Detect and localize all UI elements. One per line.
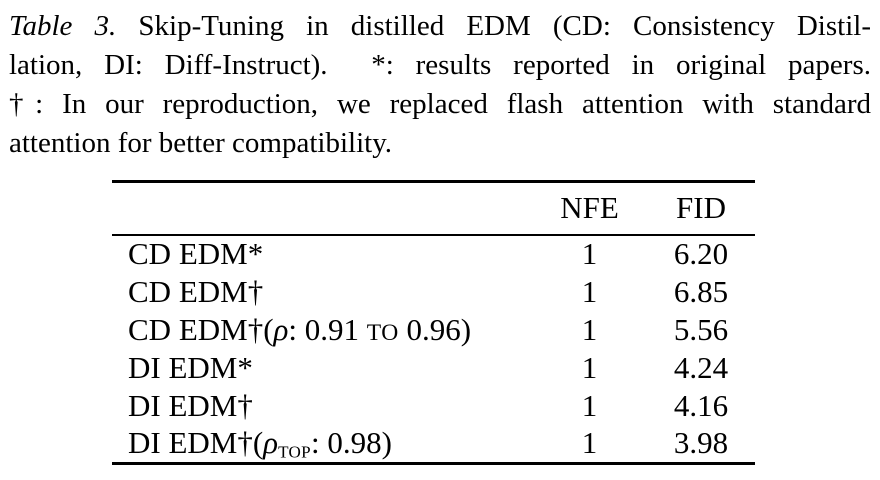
- method-cell: CD EDM*: [112, 235, 532, 273]
- text-segment: Skip-Tuning in distilled EDM (CD: Consis…: [116, 10, 871, 42]
- text-segment: lation, DI: Diff-Instruct). *: results r…: [9, 49, 871, 81]
- text-segment: DI EDM†: [128, 387, 253, 423]
- table-row: DI EDM† 1 4.16: [112, 387, 755, 425]
- text-segment: top: [278, 441, 311, 461]
- text-segment: ρ: [273, 311, 289, 347]
- nfe-cell: 1: [581, 387, 598, 423]
- header-row: NFE FID: [112, 182, 755, 235]
- text-segment: Table 3.: [9, 10, 117, 42]
- nfe-cell: 1: [581, 311, 598, 347]
- text-segment: †: In our reproduction, we replaced flas…: [9, 88, 871, 120]
- nfe-cell: 1: [581, 273, 598, 309]
- table-row: CD EDM* 1 6.20: [112, 235, 755, 273]
- fid-cell: 6.85: [673, 273, 729, 309]
- method-cell: CD EDM†(ρ: 0.91 to 0.96): [112, 311, 532, 349]
- fid-cell: 4.24: [673, 349, 729, 385]
- text-segment: : 0.91: [288, 311, 367, 347]
- table-row: DI EDM†(ρtop: 0.98) 1 3.98: [112, 425, 755, 464]
- method-cell: DI EDM†(ρtop: 0.98): [112, 425, 532, 464]
- caption-line: Table 3. Skip-Tuning in distilled EDM (C…: [9, 7, 871, 46]
- text-segment: CD EDM*: [128, 236, 264, 271]
- fid-cell: 4.16: [673, 387, 729, 423]
- text-segment: 0.96): [398, 311, 472, 347]
- caption-line: lation, DI: Diff-Instruct). *: results r…: [9, 46, 871, 85]
- fid-cell: 6.20: [673, 236, 729, 271]
- col-header-fid: FID: [676, 190, 726, 226]
- nfe-cell: 1: [581, 236, 598, 271]
- nfe-cell: 1: [581, 425, 598, 461]
- method-cell: DI EDM*: [112, 349, 532, 387]
- fid-cell: 5.56: [673, 311, 729, 347]
- table-row: CD EDM†(ρ: 0.91 to 0.96) 1 5.56: [112, 311, 755, 349]
- text-segment: CD EDM†(: [128, 311, 274, 347]
- text-segment: ρ: [263, 424, 279, 460]
- text-segment: : 0.98): [310, 424, 392, 460]
- results-table: NFE FID CD EDM* 1 6.20 CD EDM† 1 6.85 CD…: [112, 180, 755, 465]
- nfe-cell: 1: [581, 349, 598, 385]
- table-row: CD EDM† 1 6.85: [112, 273, 755, 311]
- text-segment: CD EDM†: [128, 273, 264, 309]
- text-segment: DI EDM*: [128, 349, 253, 385]
- table-row: DI EDM* 1 4.24: [112, 349, 755, 387]
- text-segment: DI EDM†(: [128, 424, 264, 460]
- col-header-nfe: NFE: [560, 190, 619, 226]
- col-header-method: [112, 182, 532, 235]
- caption-line: †: In our reproduction, we replaced flas…: [9, 85, 871, 124]
- text-segment: attention for better compatibility.: [9, 127, 393, 159]
- caption-line: attention for better compatibility.: [9, 124, 871, 163]
- table-caption: Table 3. Skip-Tuning in distilled EDM (C…: [9, 7, 871, 163]
- text-segment: to: [366, 319, 399, 346]
- method-cell: CD EDM†: [112, 273, 532, 311]
- fid-cell: 3.98: [673, 425, 729, 461]
- method-cell: DI EDM†: [112, 387, 532, 425]
